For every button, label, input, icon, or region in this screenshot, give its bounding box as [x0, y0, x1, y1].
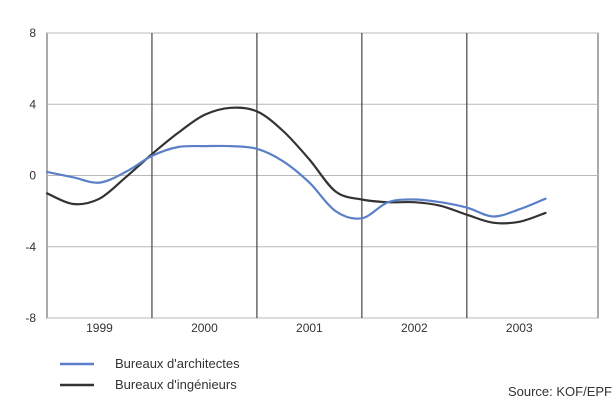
x-tick-label: 2003 [506, 321, 533, 335]
x-tick-label: 2002 [401, 321, 428, 335]
series-line-ingenieurs [45, 106, 547, 225]
legend-label-architectes: Bureaux d'architectes [115, 356, 240, 371]
y-tick-label: -8 [25, 311, 36, 325]
y-tick-label: 0 [29, 169, 36, 183]
series-line-architectes [45, 144, 547, 220]
plot-area: 8 4 0 -4 -8 1999 2000 2001 2002 2003 [25, 26, 599, 335]
y-tick-label: 8 [29, 26, 36, 40]
x-tick-label: 1999 [86, 321, 113, 335]
source-note: Source: KOF/EPF [508, 384, 612, 399]
legend-label-ingenieurs: Bureaux d'ingénieurs [115, 377, 237, 392]
legend: Bureaux d'architectes Bureaux d'ingénieur… [60, 356, 240, 392]
y-tick-label: 4 [29, 97, 36, 111]
y-tick-label: -4 [25, 240, 36, 254]
x-tick-label: 2000 [191, 321, 218, 335]
x-tick-label: 2001 [296, 321, 323, 335]
